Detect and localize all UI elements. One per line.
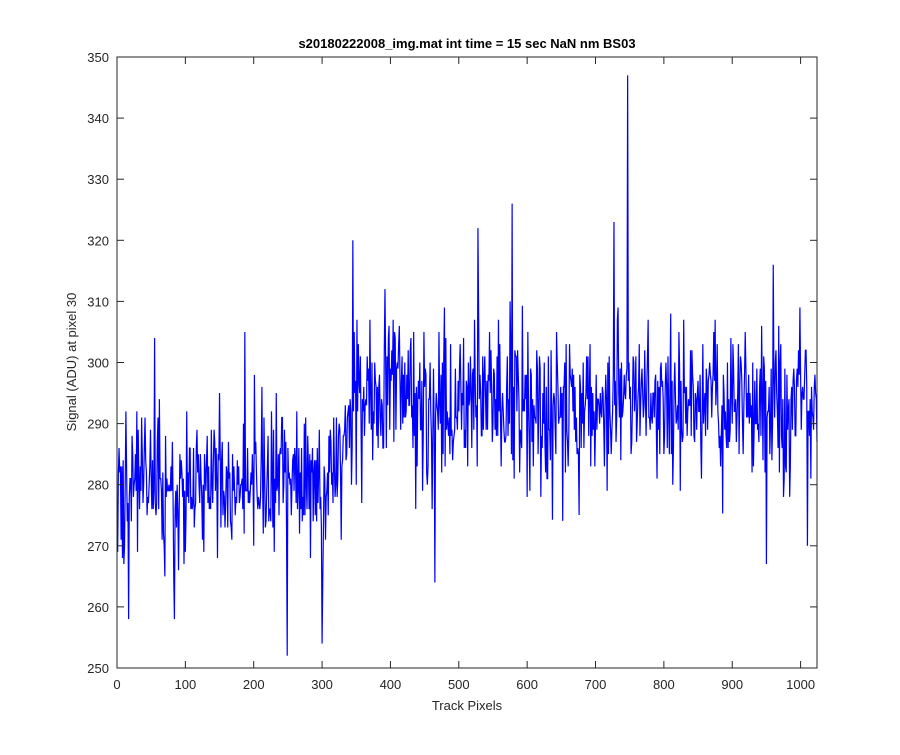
plot-background xyxy=(117,57,817,668)
x-tick-label: 500 xyxy=(448,677,470,692)
x-tick-label: 900 xyxy=(721,677,743,692)
x-tick-label: 0 xyxy=(113,677,120,692)
y-tick-label: 350 xyxy=(87,50,109,65)
y-tick-label: 330 xyxy=(87,172,109,187)
y-tick-label: 290 xyxy=(87,417,109,432)
y-tick-label: 320 xyxy=(87,233,109,248)
chart-title: s20180222008_img.mat int time = 15 sec N… xyxy=(298,36,635,51)
y-tick-label: 340 xyxy=(87,111,109,126)
y-tick-label: 310 xyxy=(87,294,109,309)
y-tick-label: 260 xyxy=(87,600,109,615)
x-tick-label: 300 xyxy=(311,677,333,692)
y-tick-label: 300 xyxy=(87,356,109,371)
y-tick-label: 270 xyxy=(87,539,109,554)
x-tick-label: 200 xyxy=(243,677,265,692)
signal-line xyxy=(117,75,818,656)
x-tick-label: 400 xyxy=(380,677,402,692)
x-tick-label: 100 xyxy=(175,677,197,692)
plot-area-frame xyxy=(116,56,818,669)
y-tick-label: 280 xyxy=(87,478,109,493)
tick-layer: 0 100 200 300 400 500 600 700 800 900 1000 250 260 27… xyxy=(87,50,817,692)
x-tick-label: 600 xyxy=(516,677,538,692)
x-tick-label: 800 xyxy=(653,677,675,692)
x-tick-label: 700 xyxy=(585,677,607,692)
series-layer xyxy=(117,75,818,656)
y-axis-label: Signal (ADU) at pixel 30 xyxy=(64,293,79,432)
x-tick-label: 1000 xyxy=(786,677,815,692)
x-axis-label: Track Pixels xyxy=(432,698,503,713)
y-tick-label: 250 xyxy=(87,661,109,676)
